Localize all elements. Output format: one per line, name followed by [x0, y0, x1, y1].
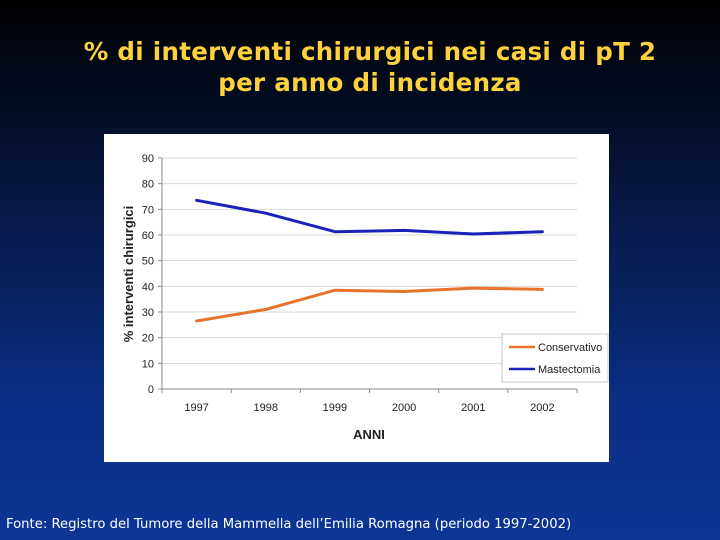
tick-labels: 0 10 20 30 40 50 60 70 80 90 1997 1998 1999 2000 2001 2… [142, 153, 555, 414]
x-tick-label-2002: 2002 [530, 402, 554, 414]
y-tick-label-20: 20 [142, 333, 154, 345]
y-tick-label-50: 50 [142, 256, 154, 268]
slide-title-line-2: per anno di incidenza [218, 68, 522, 97]
source-footer: Fonte: Registro del Tumore della Mammell… [6, 517, 572, 532]
legend-label-conservativo: Conservativo [538, 342, 602, 354]
series-line-conservativo [195, 286, 544, 323]
y-tick-label-60: 60 [142, 230, 154, 242]
y-tick-label-10: 10 [142, 358, 154, 370]
x-tick-label-2001: 2001 [461, 402, 485, 414]
line-chart: 0 10 20 30 40 50 60 70 80 90 1997 1998 1999 2000 2001 2… [121, 153, 609, 442]
legend: Conservativo Mastectomia [501, 333, 609, 383]
y-axis-title: % interventi chirurgici [121, 206, 136, 343]
chart-panel: 0 10 20 30 40 50 60 70 80 90 1997 1998 1999 2000 2001 2… [104, 134, 609, 462]
slide-title: % di interventi chirurgici nei casi di p… [0, 36, 720, 98]
x-tick-label-1997: 1997 [184, 402, 208, 414]
y-tick-label-90: 90 [142, 153, 154, 165]
x-tick-label-1998: 1998 [254, 402, 278, 414]
y-tick-label-70: 70 [142, 204, 154, 216]
slide-title-line-1: % di interventi chirurgici nei casi di p… [83, 37, 657, 66]
x-axis-title: ANNI [353, 427, 385, 442]
y-tick-label-30: 30 [142, 307, 154, 319]
x-tick-label-2000: 2000 [392, 402, 416, 414]
y-tick-label-40: 40 [142, 281, 154, 293]
y-tick-label-80: 80 [142, 179, 154, 191]
grid-lines [162, 157, 577, 364]
series-lines [195, 198, 544, 323]
series-line-mastectomia [195, 198, 544, 236]
axes [158, 157, 578, 393]
y-tick-label-0: 0 [148, 384, 154, 396]
legend-box [501, 333, 609, 383]
legend-label-mastectomia: Mastectomia [538, 364, 601, 376]
x-tick-label-1999: 1999 [323, 402, 347, 414]
